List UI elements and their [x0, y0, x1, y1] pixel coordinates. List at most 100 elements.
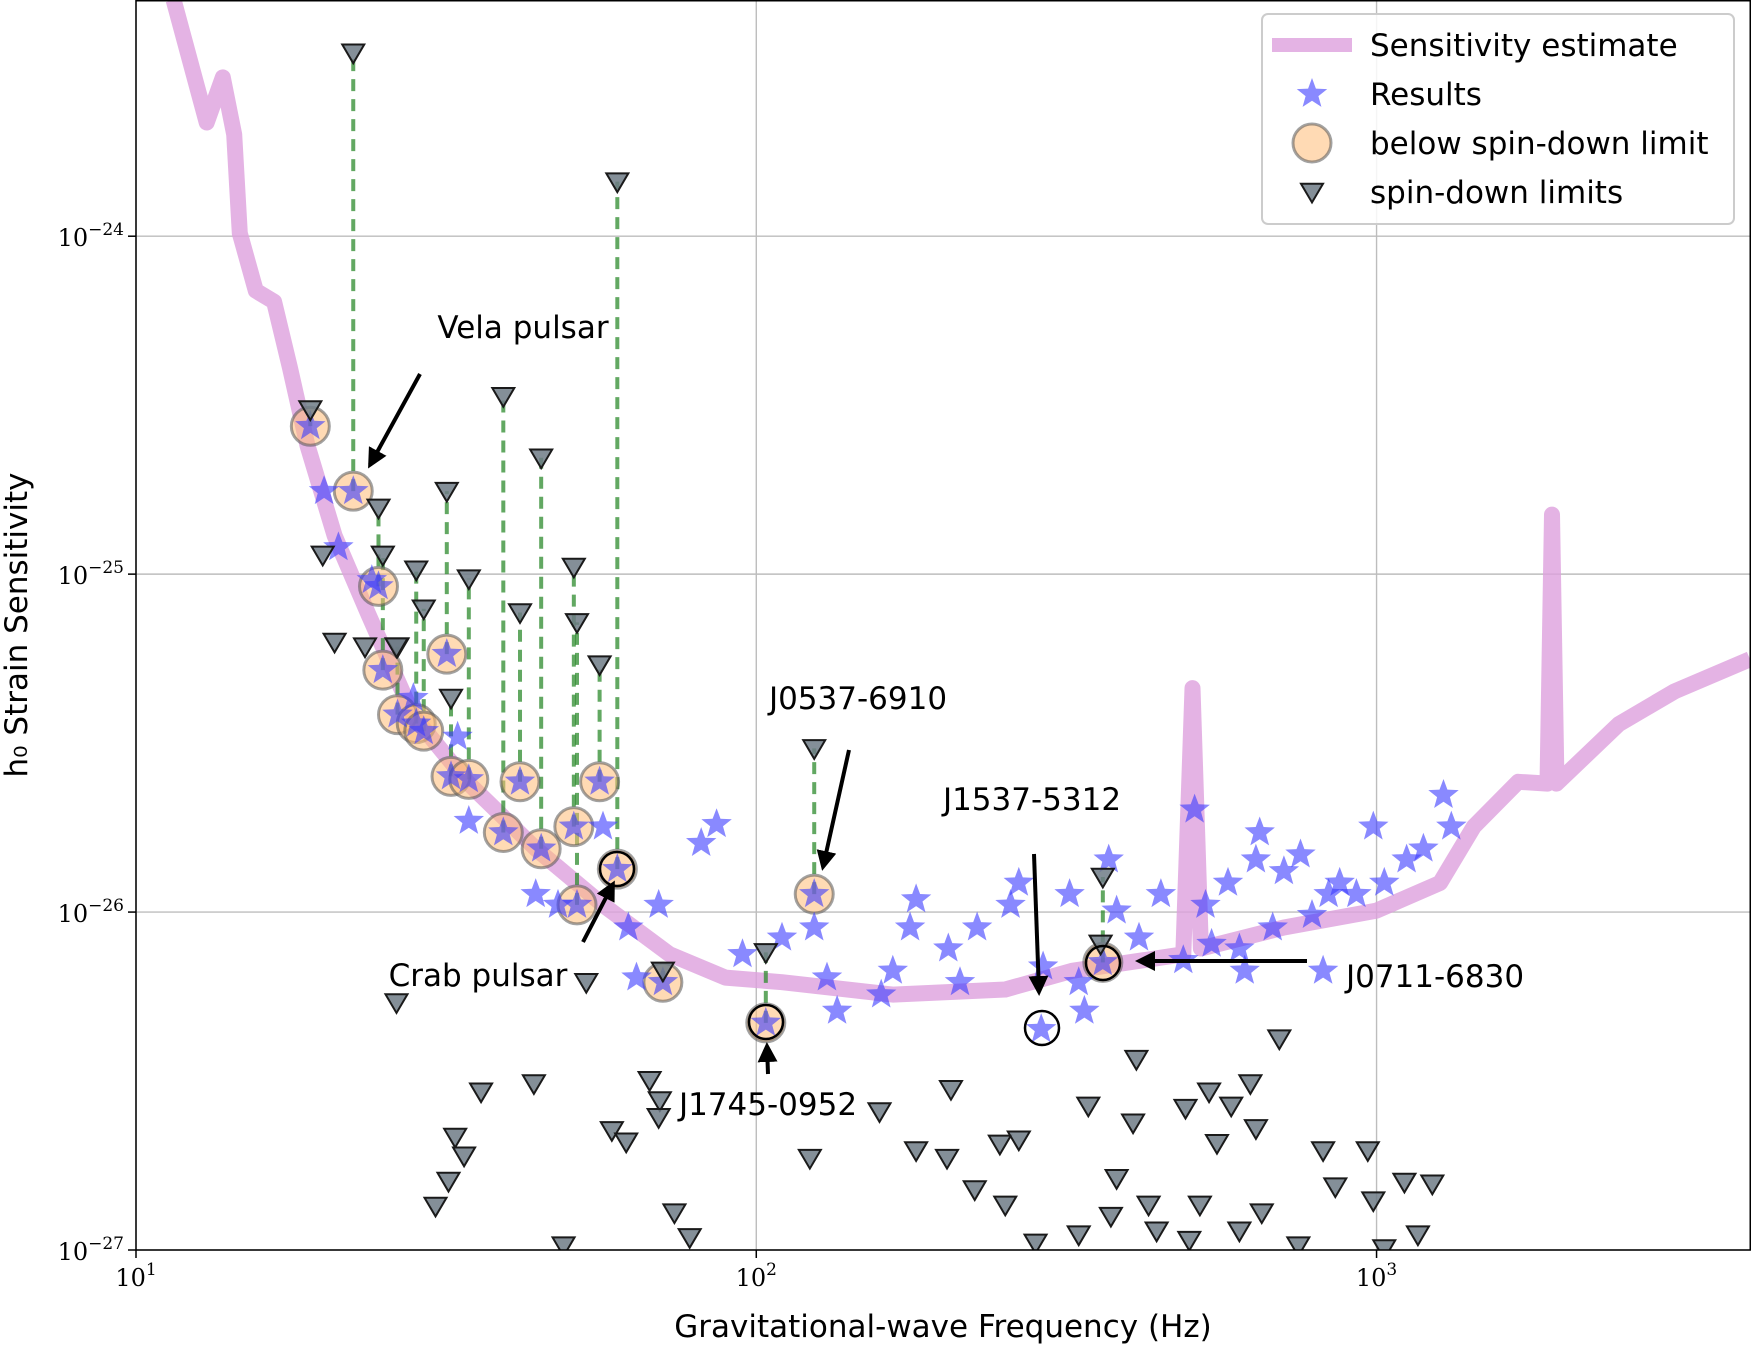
tick-exponent: 2 — [766, 1260, 777, 1280]
tick-label: 101 — [115, 1260, 156, 1292]
result-star — [295, 410, 326, 440]
spin-down-triangle — [468, 1082, 494, 1105]
spin-down-triangle — [903, 1141, 929, 1163]
tick-base: 10 — [58, 900, 89, 928]
spin-down-triangle — [561, 557, 587, 580]
spin-down-triangle — [365, 498, 392, 521]
result-star — [584, 765, 615, 795]
result-star — [613, 911, 644, 941]
spin-down-triangle — [564, 613, 590, 635]
result-star — [308, 475, 340, 505]
spin-down-triangle — [490, 387, 517, 409]
result-star — [1244, 816, 1275, 846]
result-star — [1436, 810, 1467, 840]
spin-down-triangle — [309, 545, 336, 568]
spin-down-triangle — [1419, 1174, 1446, 1197]
spin-down-triangle — [297, 400, 324, 422]
spin-down-triangle — [435, 1171, 462, 1194]
highlight-ring — [1023, 1009, 1061, 1047]
result-star — [526, 832, 557, 862]
spin-down-triangle — [1322, 1177, 1349, 1200]
legend-label: Sensitivity estimate — [1370, 28, 1678, 64]
result-star — [398, 682, 429, 711]
spin-down-triangle — [1143, 1221, 1170, 1244]
arrow — [757, 1042, 778, 1075]
result-star — [1257, 911, 1288, 941]
tick-base: 10 — [58, 562, 89, 590]
spin-down-triangle — [650, 961, 676, 984]
spin-down-triangle — [1285, 1236, 1312, 1250]
spin-down-triangle — [550, 1236, 577, 1250]
spin-down-triangle — [370, 545, 396, 568]
tick-exponent: −24 — [88, 220, 124, 240]
legend-label: spin-down limits — [1370, 175, 1623, 211]
spin-down-triangle — [753, 943, 779, 965]
result-star — [894, 911, 926, 941]
spin-down-triangle — [1405, 1225, 1431, 1248]
tick-base: 10 — [58, 224, 89, 252]
spin-down-triangle — [1090, 867, 1116, 890]
result-star — [766, 921, 798, 951]
spin-down-triangle — [451, 1146, 477, 1169]
result-star — [1428, 779, 1459, 808]
spin-down-triangle — [352, 637, 378, 660]
spin-down-triangle — [383, 993, 410, 1015]
highlight-ring — [598, 850, 636, 888]
annotations: Vela pulsar J0537-6910 J1537-5312 Crab p… — [368, 310, 1524, 1123]
result-star — [961, 911, 993, 941]
spin-down-triangle — [992, 1195, 1019, 1218]
result-star — [1026, 1013, 1057, 1043]
result-star — [995, 888, 1026, 918]
annotation: Crab pulsar — [389, 958, 568, 994]
spin-down-triangle — [507, 603, 533, 625]
spin-down-triangle — [1226, 1221, 1253, 1244]
spin-down-triangle — [1218, 1096, 1244, 1119]
spin-down-triangle — [636, 1070, 663, 1093]
result-star — [1069, 994, 1100, 1024]
plot-area — [165, 0, 1751, 1250]
result-star — [933, 932, 964, 962]
tick-exponent: −26 — [88, 896, 124, 916]
spin-down-triangle — [438, 688, 464, 711]
result-star — [435, 760, 467, 790]
legend-swatch — [1296, 78, 1328, 107]
spin-down-triangle — [1237, 1074, 1264, 1096]
spin-down-triangle — [647, 1091, 673, 1113]
annotation: Vela pulsar — [437, 310, 608, 346]
result-star — [1054, 878, 1085, 908]
result-star — [382, 698, 413, 728]
spin-down-triangle — [1355, 1141, 1381, 1163]
spin-down-triangle — [1187, 1195, 1213, 1218]
result-star — [1324, 866, 1355, 896]
y-axis-label: h₀ Strain Sensitivity — [0, 472, 35, 777]
result-star — [1229, 954, 1260, 984]
tick-exponent: 1 — [146, 1260, 157, 1280]
result-star — [1268, 855, 1300, 885]
spin-down-triangle — [1176, 1230, 1203, 1250]
sensitivity-curve — [165, 0, 1751, 1003]
result-star — [1190, 888, 1221, 918]
legend-box — [1261, 13, 1735, 225]
tick-label: 10−25 — [58, 558, 124, 590]
spin-down-triangle — [528, 448, 554, 471]
spin-down-triangle — [961, 1180, 988, 1202]
result-star — [1408, 832, 1439, 862]
tick-base: 10 — [58, 1238, 89, 1266]
result-star — [1145, 878, 1177, 908]
spin-down-triangle — [586, 655, 613, 677]
spin-down-triangle — [573, 972, 600, 995]
spin-down-triangle — [1022, 1233, 1049, 1250]
result-star — [686, 827, 717, 856]
tick-base: 10 — [115, 1264, 146, 1292]
spin-down-triangle — [987, 1134, 1013, 1157]
spin-down-triangle — [938, 1080, 964, 1102]
result-star — [1196, 927, 1227, 957]
spin-down-triangle — [661, 1203, 688, 1226]
tick-base: 10 — [736, 1264, 767, 1292]
spin-down-triangle — [434, 481, 460, 504]
result-star — [799, 911, 830, 941]
spin-down-triangle — [442, 1127, 468, 1150]
spin-down-triangle — [645, 1108, 672, 1130]
result-star — [621, 961, 652, 991]
